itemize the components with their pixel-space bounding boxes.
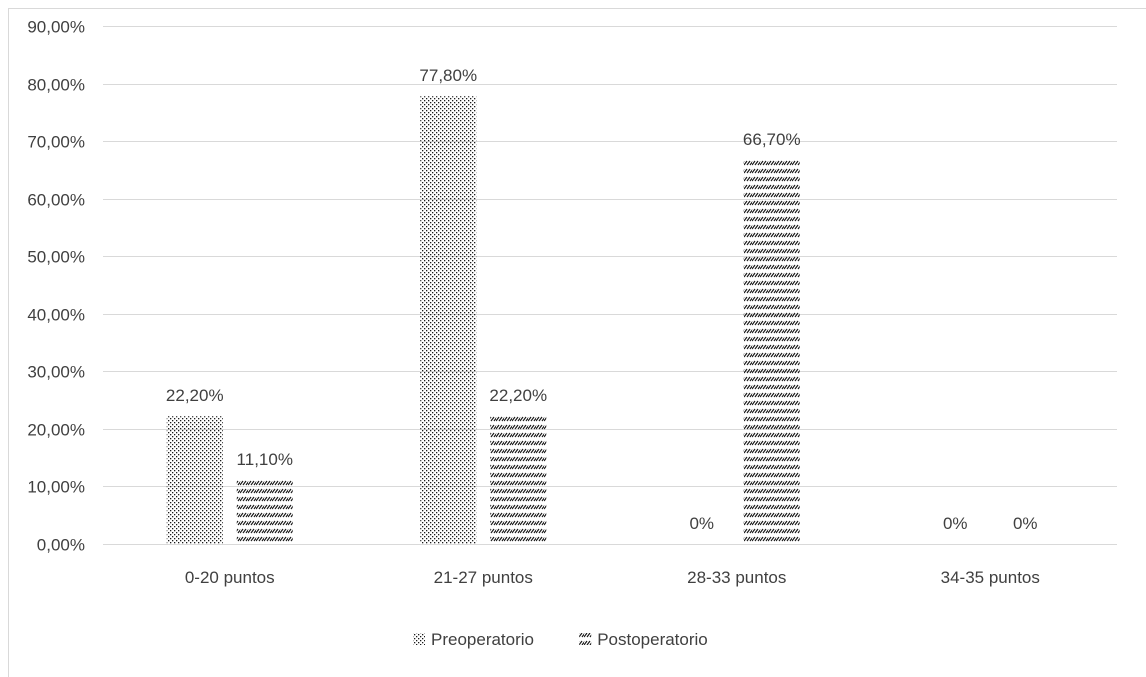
bar-postoperatorio-1 — [490, 416, 547, 544]
x-category-label: 0-20 puntos — [185, 568, 275, 587]
legend-swatch-postoperatorio — [579, 633, 592, 645]
legend: Preoperatorio Postoperatorio — [413, 630, 708, 649]
y-tick-label: 60,00% — [27, 191, 85, 210]
data-label: 66,70% — [743, 130, 801, 149]
legend-swatch-preoperatorio — [413, 633, 425, 645]
data-label: 11,10% — [237, 450, 293, 469]
bar-postoperatorio-0 — [236, 480, 293, 544]
data-label: 0% — [943, 514, 968, 533]
data-labels: 22,20% 11,10% 77,80% 22,20% 0% 66,70% 0% 0% — [166, 66, 1038, 533]
y-tick-label: 0,00% — [37, 536, 85, 555]
y-tick-label: 50,00% — [27, 248, 85, 267]
x-category-label: 21-27 puntos — [434, 568, 533, 587]
data-label: 0% — [689, 514, 714, 533]
bar-postoperatorio-2 — [743, 160, 800, 545]
y-axis: 0,00% 10,00% 20,00% 30,00% 40,00% 50,00% 60,00… — [27, 18, 85, 555]
y-tick-label: 70,00% — [27, 133, 85, 152]
data-label: 0% — [1013, 514, 1038, 533]
y-tick-label: 30,00% — [27, 363, 85, 382]
y-tick-label: 20,00% — [27, 421, 85, 440]
data-label: 22,20% — [166, 386, 224, 405]
y-tick-label: 10,00% — [27, 478, 85, 497]
data-label: 77,80% — [419, 66, 477, 85]
legend-label: Postoperatorio — [597, 630, 708, 649]
y-tick-label: 80,00% — [27, 76, 85, 95]
x-category-label: 28-33 puntos — [687, 568, 786, 587]
x-category-label: 34-35 puntos — [941, 568, 1040, 587]
bar-preoperatorio-0 — [166, 416, 223, 544]
bars — [166, 96, 800, 545]
bar-preoperatorio-1 — [420, 96, 477, 545]
x-axis: 0-20 puntos 21-27 puntos 28-33 puntos 34-35… — [185, 568, 1040, 587]
data-label: 22,20% — [489, 386, 547, 405]
gridlines — [103, 26, 1117, 545]
y-tick-label: 90,00% — [27, 18, 85, 37]
y-tick-label: 40,00% — [27, 306, 85, 325]
legend-label: Preoperatorio — [431, 630, 534, 649]
